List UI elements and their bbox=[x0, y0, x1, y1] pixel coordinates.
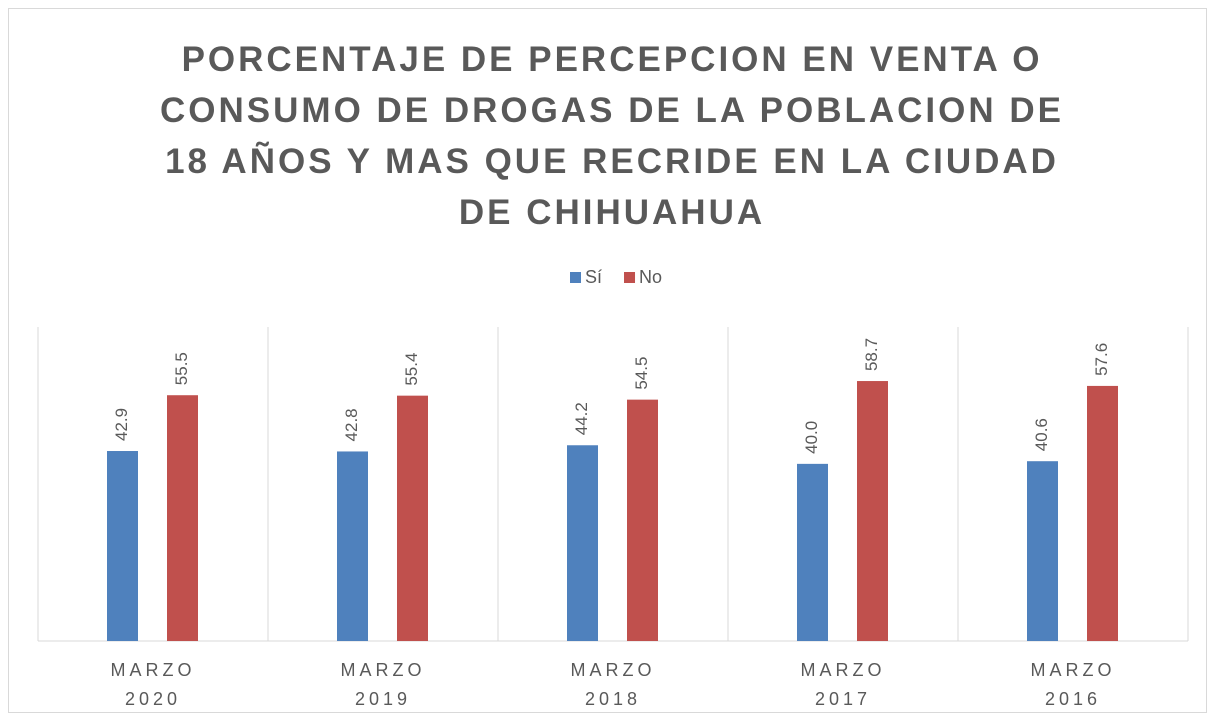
x-tick-label: MARZO 2017 bbox=[800, 660, 886, 709]
bar bbox=[857, 381, 888, 641]
data-label: 54.5 bbox=[632, 357, 651, 390]
data-label: 44.2 bbox=[572, 402, 591, 435]
bar bbox=[397, 395, 428, 641]
data-label: 42.9 bbox=[112, 408, 131, 441]
x-tick-label: MARZO 2018 bbox=[570, 660, 656, 709]
legend-label: Sí bbox=[585, 267, 602, 287]
x-tick-label: MARZO 2016 bbox=[1030, 660, 1116, 709]
bar bbox=[107, 451, 138, 641]
chart-border bbox=[8, 8, 1207, 713]
x-tick-label: MARZO 2020 bbox=[110, 660, 196, 709]
bar bbox=[627, 399, 658, 641]
legend-label: No bbox=[639, 267, 662, 287]
legend-swatch bbox=[570, 272, 581, 283]
data-label: 40.0 bbox=[802, 421, 821, 454]
data-label: 40.6 bbox=[1032, 418, 1051, 451]
bar bbox=[337, 451, 368, 641]
data-label: 55.4 bbox=[402, 353, 421, 386]
x-tick-label: MARZO 2019 bbox=[340, 660, 426, 709]
data-label: 57.6 bbox=[1092, 343, 1111, 376]
bar bbox=[167, 395, 198, 641]
bar bbox=[797, 463, 828, 641]
bar bbox=[1027, 461, 1058, 641]
chart-title: PORCENTAJE DE PERCEPCION EN VENTA O CONS… bbox=[160, 40, 1064, 232]
bar bbox=[567, 445, 598, 641]
data-label: 55.5 bbox=[172, 352, 191, 385]
legend-swatch bbox=[624, 272, 636, 283]
bar bbox=[1087, 385, 1118, 641]
data-label: 58.7 bbox=[862, 338, 881, 371]
data-label: 42.8 bbox=[342, 408, 361, 441]
